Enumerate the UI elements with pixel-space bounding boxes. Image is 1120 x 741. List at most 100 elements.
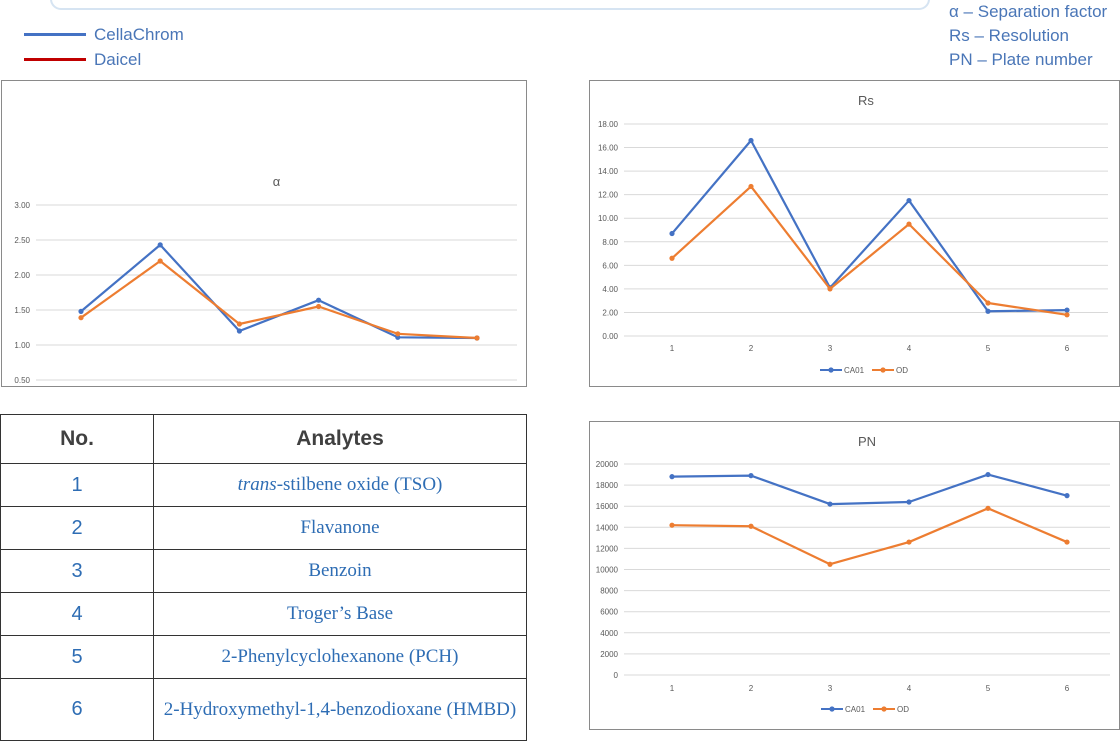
table-row: 6 2-Hydroxymethyl-1,4-benzodioxane (HMBD… bbox=[0, 678, 527, 741]
row-number: 3 bbox=[0, 549, 154, 593]
chart-rs: Rs 0.00 2.00 4.00 6.00 8.00 10.00 12.00 14.00 16.… bbox=[589, 80, 1120, 387]
series-line-ca01 bbox=[80, 243, 478, 340]
y-tick-label: 2.00 bbox=[602, 308, 618, 317]
table-row: 3 Benzoin bbox=[0, 549, 527, 593]
y-tick-label: 12000 bbox=[596, 544, 619, 553]
y-tick-label: 20000 bbox=[596, 460, 619, 469]
row-number: 1 bbox=[0, 463, 154, 507]
definition-alpha: α – Separation factor bbox=[949, 2, 1108, 21]
data-point bbox=[748, 523, 754, 529]
y-tick-label: 8000 bbox=[600, 587, 618, 596]
legend-swatch-marker bbox=[880, 367, 886, 373]
top-frame bbox=[50, 0, 930, 10]
chart-pn-svg: PN 0 2000 4000 6000 8000 10000 12000 14000 16000 1… bbox=[596, 434, 1110, 714]
y-tick-label: 2000 bbox=[600, 650, 618, 659]
definition-pn: PN – Plate number bbox=[949, 50, 1093, 69]
x-tick-label: 5 bbox=[986, 684, 991, 693]
data-point bbox=[827, 501, 833, 507]
y-tick-label: 3.00 bbox=[14, 201, 30, 210]
data-point bbox=[906, 499, 912, 505]
series-line-ca01 bbox=[671, 473, 1068, 506]
y-tick-label: 1.00 bbox=[14, 341, 30, 350]
chart-alpha-svg: α0.000.501.001.502.002.503.00123456CA01O… bbox=[14, 174, 517, 385]
definition-rs: Rs – Resolution bbox=[949, 26, 1070, 45]
y-tick-label: 16.00 bbox=[598, 144, 619, 153]
data-point bbox=[748, 137, 754, 144]
legend-swatch-marker bbox=[828, 367, 834, 373]
y-tick-label: 2.00 bbox=[14, 271, 30, 280]
y-tick-label: 12.00 bbox=[598, 191, 619, 200]
y-tick-label: 4.00 bbox=[602, 285, 618, 294]
row-number: 4 bbox=[0, 592, 154, 636]
y-tick-label: 18000 bbox=[596, 481, 619, 490]
data-point bbox=[236, 328, 242, 334]
analyte-name: 2-Phenylcyclohexanone (PCH) bbox=[153, 635, 527, 679]
legend-swatch-marker bbox=[881, 706, 887, 712]
data-point bbox=[1064, 307, 1070, 313]
series-line-od bbox=[671, 185, 1068, 316]
legend-label: CellaChrom bbox=[94, 24, 184, 44]
y-tick-label: 14000 bbox=[596, 523, 619, 532]
data-point bbox=[669, 522, 675, 528]
analyte-prefix: trans bbox=[237, 474, 277, 495]
chart-pn: PN 0 2000 4000 6000 8000 10000 12000 14000 16000 1… bbox=[589, 421, 1120, 730]
series-line-ca01 bbox=[671, 139, 1068, 313]
data-point bbox=[78, 308, 84, 314]
x-tick-label: 3 bbox=[828, 684, 833, 693]
y-tick-label: 6.00 bbox=[602, 261, 618, 270]
header-no: No. bbox=[0, 414, 154, 464]
data-point bbox=[906, 221, 912, 227]
y-tick-label: 0 bbox=[614, 671, 619, 680]
x-tick-label: 6 bbox=[1065, 684, 1070, 693]
data-point bbox=[827, 286, 833, 292]
y-tick-label: 0.00 bbox=[602, 332, 618, 341]
x-tick-label: 3 bbox=[828, 344, 833, 353]
analytes-table: No. Analytes 1 trans-stilbene oxide (TSO… bbox=[0, 414, 527, 741]
analyte-name: Flavanone bbox=[153, 506, 527, 550]
series-line-od bbox=[671, 507, 1068, 566]
legend-swatch-marker bbox=[829, 706, 835, 712]
x-tick-label: 4 bbox=[907, 684, 912, 693]
y-tick-label: 2.50 bbox=[14, 236, 30, 245]
header-analytes: Analytes bbox=[153, 414, 527, 464]
data-point bbox=[316, 297, 322, 303]
data-point bbox=[827, 561, 833, 567]
analyte-name: Benzoin bbox=[153, 549, 527, 593]
y-tick-label: 10000 bbox=[596, 566, 619, 575]
chart-rs-svg: Rs 0.00 2.00 4.00 6.00 8.00 10.00 12.00 14.00 16.… bbox=[598, 93, 1108, 375]
x-tick-label: 1 bbox=[670, 344, 675, 353]
y-tick-label: 10.00 bbox=[598, 214, 619, 223]
series-legend: CellaChrom Daicel bbox=[24, 22, 184, 72]
x-tick-label: 6 bbox=[1065, 344, 1070, 353]
chart-alpha: α0.000.501.001.502.002.503.00123456CA01O… bbox=[1, 80, 527, 387]
data-point bbox=[157, 258, 163, 264]
analyte-name: Troger’s Base bbox=[153, 592, 527, 636]
y-tick-label: 16000 bbox=[596, 502, 619, 511]
table-row: 1 trans-stilbene oxide (TSO) bbox=[0, 463, 527, 507]
y-tick-label: 6000 bbox=[600, 608, 618, 617]
data-point bbox=[1064, 539, 1070, 545]
x-tick-label: 2 bbox=[749, 684, 754, 693]
table-row: 2 Flavanone bbox=[0, 506, 527, 550]
data-point bbox=[906, 197, 912, 204]
table-row: 5 2-Phenylcyclohexanone (PCH) bbox=[0, 635, 527, 679]
row-number: 2 bbox=[0, 506, 154, 550]
abbreviation-definitions: α – Separation factor Rs – Resolution PN… bbox=[949, 0, 1107, 72]
data-point bbox=[985, 505, 991, 511]
data-point bbox=[157, 242, 163, 248]
x-tick-label: 5 bbox=[986, 344, 991, 353]
y-tick-label: 18.00 bbox=[598, 120, 619, 129]
y-tick-label: 1.50 bbox=[14, 306, 30, 315]
row-number: 6 bbox=[0, 678, 154, 741]
legend-item-cellachrom: CellaChrom bbox=[24, 22, 184, 47]
legend-label: CA01 bbox=[844, 366, 865, 375]
analyte-label: -stilbene oxide (TSO) bbox=[276, 474, 443, 495]
data-point bbox=[985, 471, 991, 478]
data-point bbox=[395, 331, 401, 337]
data-point bbox=[748, 473, 754, 479]
data-point bbox=[906, 539, 912, 545]
analyte-name: trans-stilbene oxide (TSO) bbox=[153, 463, 527, 507]
legend-swatch bbox=[24, 58, 86, 61]
legend-label: OD bbox=[896, 366, 908, 375]
y-tick-label: 4000 bbox=[600, 629, 618, 638]
